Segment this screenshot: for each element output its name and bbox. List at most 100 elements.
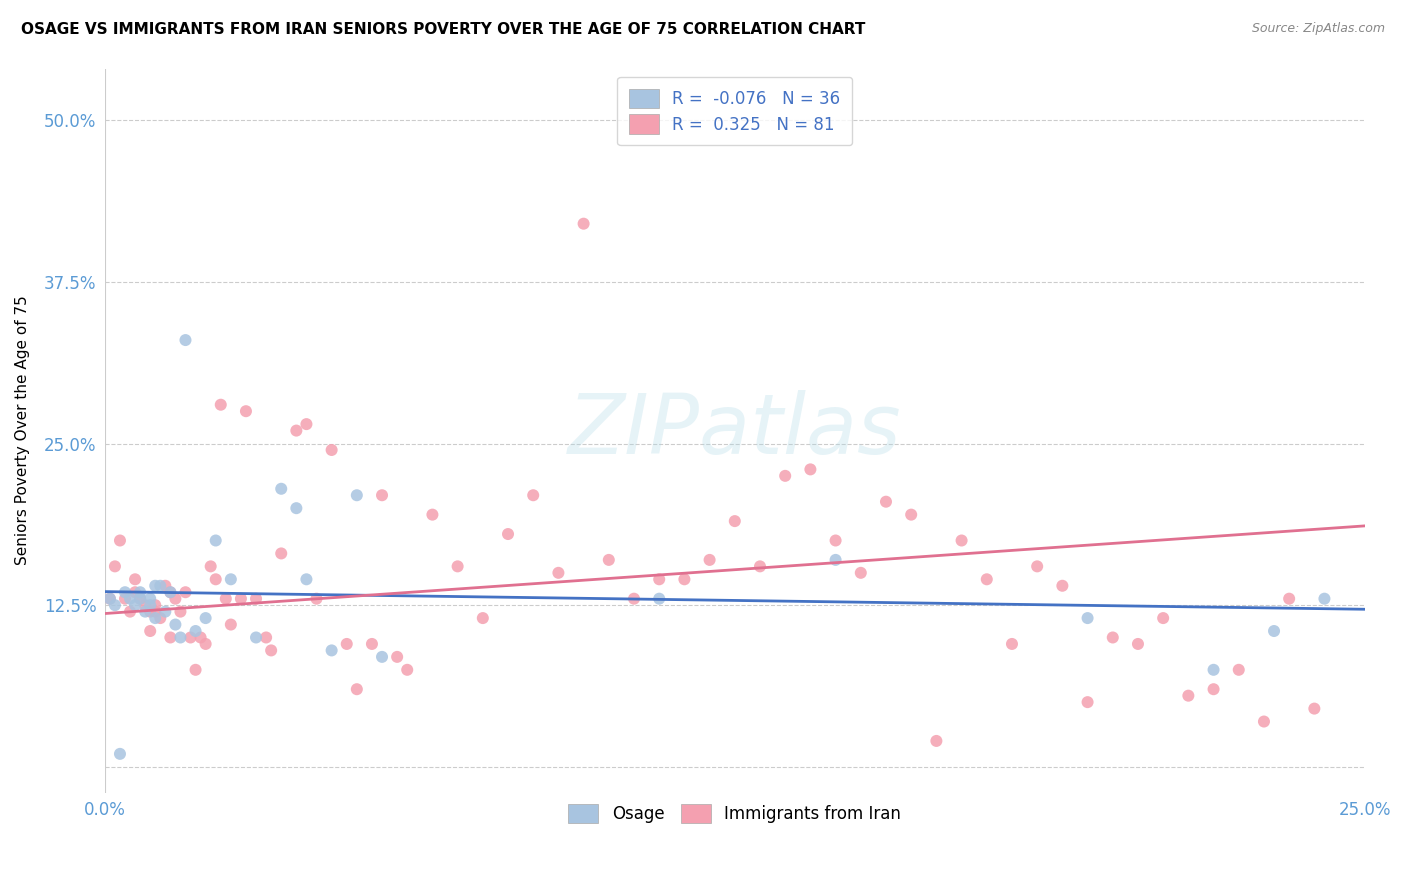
Point <box>124 598 146 612</box>
Point <box>114 585 136 599</box>
Point <box>976 572 998 586</box>
Point <box>1227 663 1250 677</box>
Point <box>336 637 359 651</box>
Point <box>799 462 821 476</box>
Point <box>270 546 292 560</box>
Point <box>209 398 232 412</box>
Point <box>104 598 127 612</box>
Point <box>1253 714 1275 729</box>
Point <box>1052 579 1074 593</box>
Point <box>1001 637 1024 651</box>
Point <box>118 591 141 606</box>
Point <box>1177 689 1199 703</box>
Point <box>114 591 136 606</box>
Point <box>165 591 187 606</box>
Point <box>159 585 181 599</box>
Point <box>204 533 226 548</box>
Point <box>422 508 444 522</box>
Point <box>773 468 796 483</box>
Point <box>285 501 308 516</box>
Text: Source: ZipAtlas.com: Source: ZipAtlas.com <box>1251 22 1385 36</box>
Point <box>371 488 394 502</box>
Point <box>194 611 217 625</box>
Point <box>285 424 308 438</box>
Point <box>98 591 121 606</box>
Legend: Osage, Immigrants from Iran: Osage, Immigrants from Iran <box>557 792 912 835</box>
Point <box>824 533 846 548</box>
Point <box>165 617 187 632</box>
Point <box>155 579 177 593</box>
Point <box>143 611 166 625</box>
Point <box>648 591 671 606</box>
Point <box>229 591 252 606</box>
Point <box>875 494 897 508</box>
Point <box>1152 611 1174 625</box>
Point <box>295 417 318 431</box>
Point <box>321 442 343 457</box>
Point <box>598 553 620 567</box>
Point <box>104 559 127 574</box>
Point <box>139 598 162 612</box>
Point <box>245 591 267 606</box>
Point <box>149 611 172 625</box>
Point <box>190 631 212 645</box>
Point <box>184 663 207 677</box>
Point <box>724 514 747 528</box>
Point <box>270 482 292 496</box>
Point <box>174 333 197 347</box>
Point <box>204 572 226 586</box>
Point <box>134 598 156 612</box>
Point <box>169 631 191 645</box>
Y-axis label: Seniors Poverty Over the Age of 75: Seniors Poverty Over the Age of 75 <box>15 296 30 566</box>
Text: ZIPatlas: ZIPatlas <box>568 390 901 471</box>
Point <box>1278 591 1301 606</box>
Point <box>260 643 283 657</box>
Point <box>749 559 772 574</box>
Point <box>547 566 569 580</box>
Point <box>134 605 156 619</box>
Point <box>471 611 494 625</box>
Point <box>824 553 846 567</box>
Point <box>108 747 131 761</box>
Point <box>235 404 257 418</box>
Point <box>321 643 343 657</box>
Point <box>396 663 419 677</box>
Point <box>623 591 645 606</box>
Point <box>385 649 408 664</box>
Point <box>446 559 468 574</box>
Point <box>572 217 595 231</box>
Point <box>139 591 162 606</box>
Point <box>149 579 172 593</box>
Point <box>1077 611 1099 625</box>
Point <box>496 527 519 541</box>
Point <box>124 585 146 599</box>
Point <box>1077 695 1099 709</box>
Point <box>159 631 181 645</box>
Point <box>371 649 394 664</box>
Point <box>194 637 217 651</box>
Point <box>648 572 671 586</box>
Point <box>108 533 131 548</box>
Point <box>129 591 152 606</box>
Point <box>174 585 197 599</box>
Point <box>346 488 368 502</box>
Point <box>1101 631 1123 645</box>
Point <box>129 591 152 606</box>
Point <box>1303 701 1326 715</box>
Point <box>184 624 207 638</box>
Point <box>361 637 384 651</box>
Point <box>159 585 181 599</box>
Point <box>129 585 152 599</box>
Point <box>346 682 368 697</box>
Point <box>155 605 177 619</box>
Point <box>143 598 166 612</box>
Point <box>1026 559 1049 574</box>
Point <box>254 631 277 645</box>
Point <box>1202 682 1225 697</box>
Point <box>1263 624 1285 638</box>
Point <box>124 572 146 586</box>
Point <box>1202 663 1225 677</box>
Point <box>950 533 973 548</box>
Point <box>245 631 267 645</box>
Point <box>1313 591 1336 606</box>
